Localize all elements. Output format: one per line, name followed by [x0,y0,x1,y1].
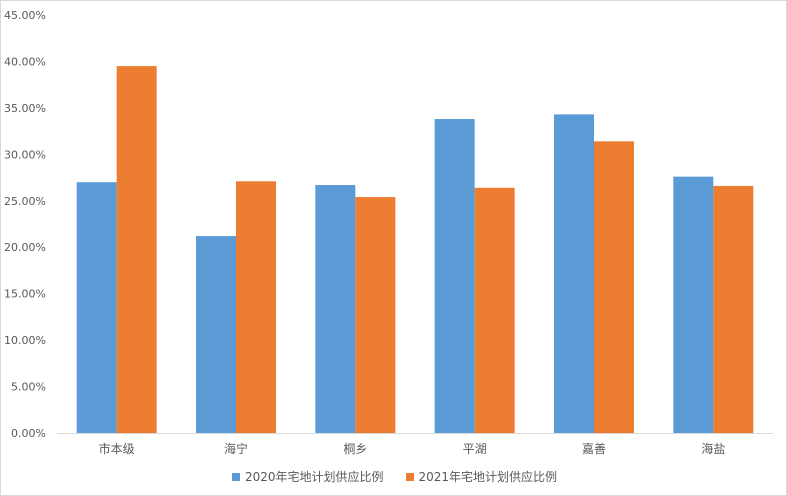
legend-label-series-1: 2020年宅地计划供应比例 [244,470,384,484]
x-category-label: 海盐 [701,441,725,456]
y-tick-label: 40.00% [4,55,46,68]
legend-item-series-1: 2020年宅地计划供应比例 [231,468,384,485]
y-axis: 0.00% 5.00% 10.00% 15.00% 20.00% 25.00% 30.00%… [4,9,46,440]
y-tick-label: 25.00% [4,195,46,208]
legend-item-series-2: 2021年宅地计划供应比例 [405,468,558,485]
bar-series-1-1 [76,182,117,433]
bar-series-2-2 [236,181,276,433]
y-tick-label: 10.00% [4,334,46,347]
legend-swatch-series-1 [231,472,240,481]
x-axis: 市本级 海宁 桐乡 平湖 嘉善 海盐 [57,433,773,456]
x-category-label: 嘉善 [582,441,606,456]
y-tick-label: 35.00% [4,102,46,115]
y-tick-label: 20.00% [4,241,46,254]
x-category-label: 市本级 [99,441,135,456]
x-category-label: 平湖 [463,441,487,456]
legend-swatch-series-2 [405,472,414,481]
x-category-label: 桐乡 [343,442,367,456]
bar-series-1-4 [434,119,475,433]
bar-series-2-1 [116,66,157,433]
y-tick-label: 5.00% [11,381,46,394]
bar-series-1-5 [554,114,594,433]
x-category-label: 海宁 [224,441,248,456]
y-tick-label: 45.00% [4,9,46,22]
bars [76,66,754,434]
bar-series-1-3 [315,184,356,433]
bar-series-1-6 [673,176,714,434]
bar-series-2-5 [594,141,634,433]
y-tick-label: 30.00% [4,148,46,161]
bar-series-1-2 [196,236,236,433]
y-tick-label: 15.00% [4,288,46,301]
bar-series-2-6 [713,185,754,433]
legend-label-series-2: 2021年宅地计划供应比例 [418,470,558,484]
bar-series-2-3 [355,197,396,433]
y-tick-label: 0.00% [11,427,46,440]
bar-series-2-4 [474,187,515,433]
legend: 2020年宅地计划供应比例 2021年宅地计划供应比例 [1,468,786,485]
